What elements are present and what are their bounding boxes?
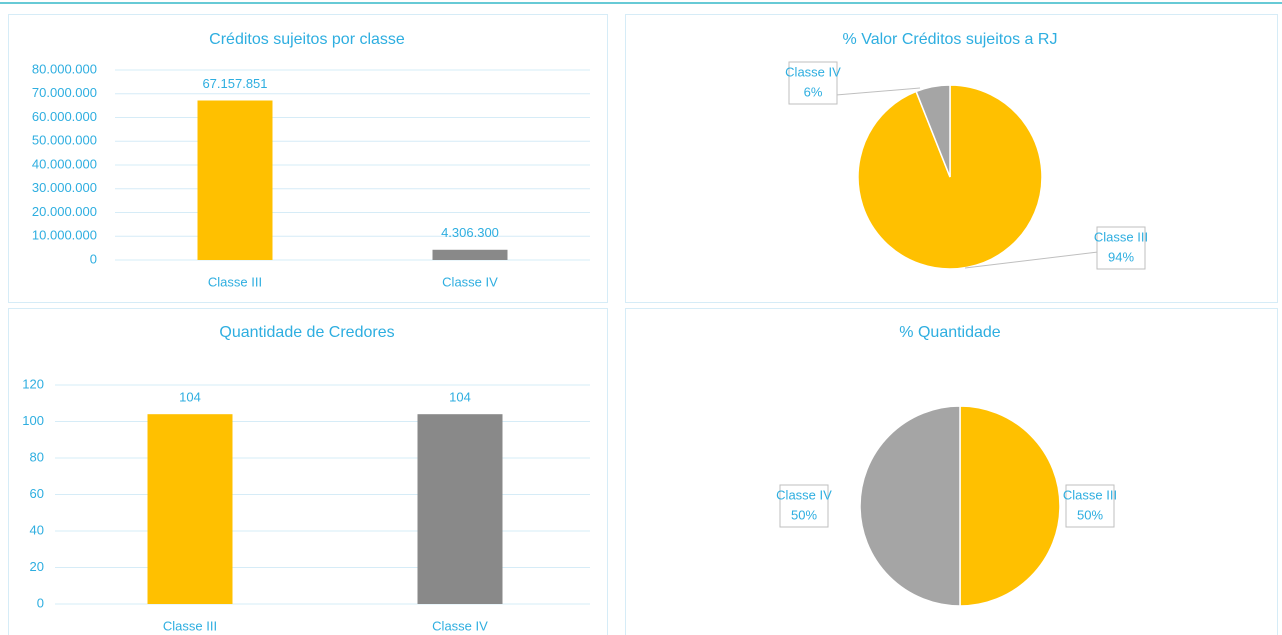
bar xyxy=(417,414,503,604)
chart-title: Quantidade de Credores xyxy=(219,324,394,341)
data-label: 104 xyxy=(449,390,471,405)
bar xyxy=(432,249,508,260)
y-tick-label: 40 xyxy=(30,522,44,537)
leader-line xyxy=(964,251,1099,269)
slice-category: Classe III xyxy=(1063,487,1117,502)
chart-title: Créditos sujeitos por classe xyxy=(209,31,405,48)
chart-panel xyxy=(8,308,608,635)
slice-category: Classe III xyxy=(1094,229,1148,244)
data-label: 67.157.851 xyxy=(202,76,267,91)
slice-category: Classe IV xyxy=(785,64,841,79)
y-tick-label: 100 xyxy=(22,413,44,428)
x-tick-label: Classe IV xyxy=(442,274,498,289)
y-tick-label: 40.000.000 xyxy=(32,156,97,171)
y-tick-label: 60.000.000 xyxy=(32,109,97,124)
label-box xyxy=(788,61,838,105)
slice-label: 94% xyxy=(1108,249,1134,264)
x-tick-label: Classe III xyxy=(163,618,217,633)
x-tick-label: Classe IV xyxy=(432,618,488,633)
pie-slice xyxy=(859,405,961,607)
leader-line xyxy=(835,87,921,96)
pie-slice xyxy=(959,405,1061,607)
label-box xyxy=(1065,484,1115,528)
y-tick-label: 80 xyxy=(30,449,44,464)
data-label: 104 xyxy=(179,390,201,405)
chart-panel xyxy=(8,14,608,303)
y-tick-label: 30.000.000 xyxy=(32,180,97,195)
y-tick-label: 120 xyxy=(22,376,44,391)
chart-title: % Valor Créditos sujeitos a RJ xyxy=(843,31,1058,48)
slice-label: 50% xyxy=(1077,507,1103,522)
slice-label: 6% xyxy=(804,84,823,99)
slice-category: Classe IV xyxy=(776,487,832,502)
slice-label: 50% xyxy=(791,507,817,522)
y-tick-label: 70.000.000 xyxy=(32,85,97,100)
label-box xyxy=(1096,226,1146,270)
bar xyxy=(197,100,273,260)
y-tick-label: 20.000.000 xyxy=(32,204,97,219)
y-tick-label: 20 xyxy=(30,559,44,574)
y-tick-label: 0 xyxy=(37,595,44,610)
y-tick-label: 80.000.000 xyxy=(32,61,97,76)
y-tick-label: 0 xyxy=(90,251,97,266)
pie-slice xyxy=(915,84,951,178)
bar xyxy=(147,414,233,604)
chart-title: % Quantidade xyxy=(899,324,1001,341)
label-box xyxy=(779,484,829,528)
y-tick-label: 50.000.000 xyxy=(32,133,97,148)
data-label: 4.306.300 xyxy=(441,225,499,240)
x-tick-label: Classe III xyxy=(208,274,262,289)
y-tick-label: 10.000.000 xyxy=(32,228,97,243)
y-tick-label: 60 xyxy=(30,486,44,501)
